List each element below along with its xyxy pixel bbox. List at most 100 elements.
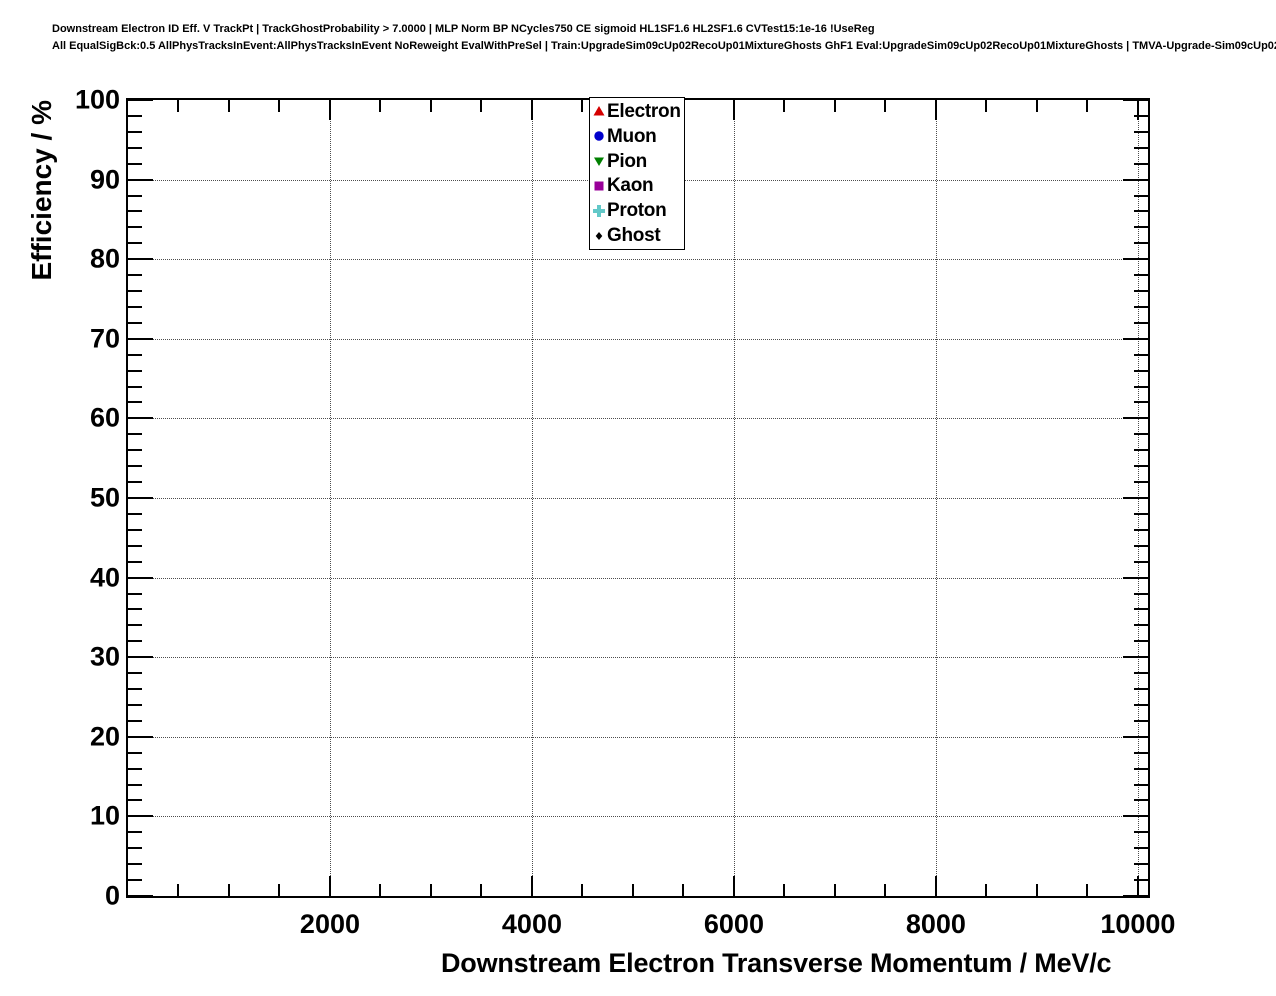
y-gridline [128,418,1148,420]
y-axis-tick [128,544,142,547]
x-axis-tick [227,884,230,896]
legend-item-electron: Electron [592,99,684,124]
y-axis-tick [1134,640,1148,643]
x-tick-label: 4000 [501,909,562,939]
y-tick-label: 60 [89,402,120,433]
y-axis-tick [1123,735,1148,738]
x-axis-tick [530,100,533,120]
y-axis-tick [1134,353,1148,356]
y-axis-tick [128,178,153,181]
x-axis-tick [581,100,584,112]
plot-area: 2000 4000 6000 8000 10000 0 10 20 30 40 50 60 70 80 90… [75,86,1176,938]
x-axis-tick [480,884,483,896]
y-axis-tick [128,162,142,165]
y-gridline [128,657,1148,659]
y-axis-tick [1134,321,1148,324]
x-axis-tick [530,876,533,896]
y-axis-tick [128,321,142,324]
y-axis-tick [128,465,142,468]
y-axis-tick [128,210,142,213]
y-axis-tick [1123,99,1148,101]
x-axis-tick [985,100,988,112]
y-axis-tick [1123,178,1148,181]
y-gridline [128,498,1148,499]
cross-icon [593,204,605,217]
y-axis-tick [1134,242,1148,245]
x-axis-tick [1035,884,1038,896]
y-axis-tick [1134,560,1148,563]
y-axis-tick [1134,162,1148,165]
y-axis-tick [1134,114,1148,117]
y-axis-tick [1134,433,1148,436]
y-axis-tick [1134,592,1148,595]
y-gridline [128,816,1148,818]
y-axis-tick [1134,369,1148,372]
y-axis-tick [1134,290,1148,293]
y-axis-tick [1134,863,1148,866]
x-tick-label: 10000 [1100,909,1176,939]
x-axis-tick [177,100,180,112]
legend-item-label: Proton [607,200,667,222]
x-axis-tick [934,876,937,896]
legend-item-pion: Pion [592,149,684,174]
y-axis-tick [128,417,153,420]
y-axis-tick [1134,130,1148,133]
y-axis-tick [1134,385,1148,388]
x-axis-tick [732,876,735,896]
y-axis-tick [128,449,142,452]
triangle-up-icon [593,106,605,116]
y-axis-tick [128,783,142,786]
x-tick-label: 2000 [299,909,361,939]
y-axis-tick [1134,688,1148,691]
y-axis-tick [128,99,153,101]
legend-item-kaon: Kaon [592,173,684,198]
y-axis-tick [128,560,142,563]
y-axis-tick [1134,831,1148,834]
legend-item-label: Electron [607,100,681,122]
y-gridline [128,577,1148,579]
x-axis-tick [1086,100,1089,112]
y-axis-tick [128,305,142,308]
y-axis-tick [1134,767,1148,770]
x-axis-tick [631,884,634,896]
y-axis-tick [128,640,142,643]
x-axis-tick [783,884,786,896]
x-axis-tick [227,100,230,112]
y-axis-tick [128,481,142,484]
y-axis-tick [1134,719,1148,722]
legend-item-muon: Muon [592,124,684,149]
y-axis-tick [1123,497,1148,499]
x-axis-tick [682,884,685,896]
legend-item-label: Pion [607,150,647,172]
y-axis-tick [1134,226,1148,229]
y-axis-tick [128,656,153,659]
square-icon [594,181,604,191]
y-axis-tick [128,242,142,245]
y-axis-tick [1134,481,1148,484]
y-axis-tick [128,337,153,340]
y-axis-tick [128,608,142,611]
y-axis-tick [1134,528,1148,531]
x-axis-tick [480,100,483,112]
x-axis-tick [833,100,836,112]
y-axis-tick [1134,544,1148,547]
y-axis-tick [1134,879,1148,882]
x-axis-tick [379,100,382,112]
y-axis-tick [1134,305,1148,308]
plot-title-line2: All EqualSigBck:0.5 AllPhysTracksInEvent… [52,40,1276,52]
y-axis-tick [128,401,142,404]
legend-box: Electron Muon Pion Kaon Proton Ghost [589,97,685,250]
y-axis-tick [128,130,142,133]
y-axis-tick [1134,465,1148,468]
y-axis-tick [1134,751,1148,754]
y-axis-tick [128,258,153,261]
y-axis-tick [128,385,142,388]
x-axis-tick [1136,100,1139,120]
x-axis-tick [278,100,281,112]
y-axis-tick [1134,847,1148,850]
y-axis-tick [128,353,142,356]
y-axis-tick [128,879,142,882]
y-axis-tick [1134,401,1148,404]
y-axis-tick [128,767,142,770]
x-axis-tick [328,876,331,896]
